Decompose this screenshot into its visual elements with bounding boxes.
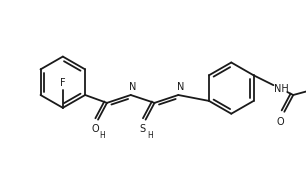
Text: H: H — [99, 131, 105, 140]
Text: F: F — [60, 78, 66, 88]
Text: O: O — [91, 124, 99, 135]
Text: N: N — [177, 82, 184, 92]
Text: N: N — [129, 82, 136, 92]
Text: NH: NH — [274, 84, 289, 94]
Text: O: O — [277, 117, 284, 127]
Text: S: S — [140, 124, 146, 135]
Text: H: H — [148, 131, 154, 140]
